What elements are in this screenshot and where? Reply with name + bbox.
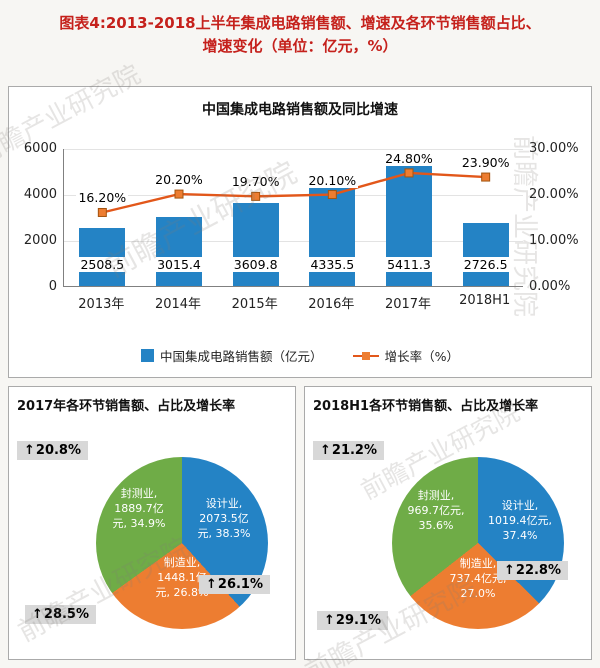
up-arrow-icon: ↑	[320, 443, 331, 458]
growth-value: 29.1%	[335, 613, 382, 628]
growth-callout-设计业: ↑22.8%	[497, 561, 569, 580]
pie-slice-label-制造业: 制造业, 737.4亿元, 27.0%	[449, 557, 507, 600]
growth-value: 21.2%	[331, 443, 378, 458]
up-arrow-icon: ↑	[24, 443, 35, 458]
bar-value-label: 3609.8	[231, 257, 280, 272]
pie-slice-label-设计业: 设计业, 2073.5亿 元, 38.3%	[197, 497, 251, 540]
growth-point-label: 20.10%	[306, 172, 359, 188]
gridline	[64, 241, 523, 242]
gridline	[64, 149, 523, 150]
bar-2015年	[232, 202, 279, 286]
left-axis-tick: 0	[48, 279, 57, 294]
x-axis-label: 2014年	[154, 297, 202, 312]
pie-slice-label-制造业: 制造业, 1448.1亿 元, 26.8%	[155, 556, 209, 599]
growth-point-label: 20.20%	[153, 172, 205, 188]
bar-chart-panel: 中国集成电路销售额及同比增速 2508.5 3015.4 3609.8 4335.5 5…	[8, 86, 592, 378]
x-axis-label: 2017年	[384, 297, 432, 312]
growth-callout-封测业: ↑21.2%	[313, 441, 385, 460]
up-arrow-icon: ↑	[324, 613, 335, 628]
growth-value: 26.1%	[217, 577, 264, 592]
pie-slice-label-封测业: 封测业, 1889.7亿 元, 34.9%	[112, 487, 166, 530]
x-axis-label: 2018H1	[459, 293, 511, 308]
bar-value-label: 3015.4	[155, 257, 203, 272]
right-axis-tick: 0.00%	[529, 279, 571, 294]
page-title-line1: 图表4:2013-2018上半年集成电路销售额、增速及各环节销售额占比、	[59, 14, 541, 32]
growth-callout-制造业: ↑28.5%	[25, 605, 97, 624]
growth-callout-封测业: ↑20.8%	[17, 441, 89, 460]
page-title-line2: 增速变化（单位：亿元，%）	[202, 37, 398, 56]
left-axis-tick: 4000	[23, 187, 57, 202]
legend-item-sales: 中国集成电路销售额（亿元）	[141, 346, 323, 365]
chart-legend: 中国集成电路销售额（亿元） 增长率（%）	[9, 346, 591, 365]
growth-point-label: 24.80%	[383, 150, 435, 166]
pie-title-2018h1: 2018H1各环节销售额、占比及增长率	[313, 399, 539, 414]
pie-panel-2018h1: 2018H1各环节销售额、占比及增长率 设计业, 1019.4亿元, 37.4% 制造…	[304, 386, 592, 660]
bar-value-label: 5411.3	[385, 257, 433, 272]
pie-chart-2017: 设计业, 2073.5亿 元, 38.3% 制造业, 1448.1亿 元, 26.8% 封测…	[96, 457, 268, 629]
up-arrow-icon: ↑	[504, 563, 515, 578]
x-axis-label: 2016年	[308, 297, 355, 312]
x-axis-label: 2013年	[78, 297, 125, 312]
pie-slice-label-设计业: 设计业, 1019.4亿元, 37.4%	[488, 499, 552, 542]
growth-value: 22.8%	[515, 563, 562, 578]
bar-chart-plot-area: 2508.5 3015.4 3609.8 4335.5 5411.3 2726.5 16.2…	[63, 149, 523, 287]
growth-point-label: 19.70%	[229, 174, 282, 190]
legend-label-growth: 增长率（%）	[384, 349, 459, 364]
pie-panel-2017: 2017年各环节销售额、占比及增长率 设计业, 2073.5亿 元, 38.3% 制造…	[8, 386, 296, 660]
growth-value: 28.5%	[43, 607, 90, 622]
bar-value-label: 2508.5	[78, 257, 127, 272]
up-arrow-icon: ↑	[32, 607, 43, 622]
growth-line	[97, 168, 491, 217]
pie-chart-2018h1: 设计业, 1019.4亿元, 37.4% 制造业, 737.4亿元, 27.0% 封测业, 9…	[392, 457, 564, 629]
legend-item-growth: 增长率（%）	[352, 346, 459, 365]
bar-chart-title: 中国集成电路销售额及同比增速	[202, 102, 398, 118]
pie-title-2017: 2017年各环节销售额、占比及增长率	[17, 399, 236, 414]
bar-2014年	[156, 216, 202, 286]
bar-value-label: 4335.5	[308, 257, 357, 272]
page-title: 图表4:2013-2018上半年集成电路销售额、增速及各环节销售额占比、 增速变…	[0, 0, 600, 59]
legend-label-sales: 中国集成电路销售额（亿元）	[160, 349, 323, 364]
bar-2018H1	[462, 223, 509, 286]
right-axis-tick: 20.00%	[529, 187, 579, 202]
growth-value: 20.8%	[35, 443, 82, 458]
left-axis-tick: 2000	[23, 233, 57, 248]
right-axis-tick: 30.00%	[529, 141, 579, 156]
growth-callout-制造业: ↑29.1%	[317, 611, 389, 630]
right-axis-tick: 10.00%	[529, 233, 579, 248]
growth-callout-设计业: ↑26.1%	[199, 575, 271, 594]
bar-value-label: 2726.5	[461, 257, 510, 272]
pie-slice-label-封测业: 封测业, 969.7亿元, 35.6%	[407, 489, 465, 532]
line-swatch-icon	[352, 351, 379, 361]
growth-point-label: 23.90%	[459, 155, 512, 171]
left-axis-tick: 6000	[23, 141, 57, 156]
growth-point-label: 16.20%	[76, 190, 129, 206]
x-axis-label: 2015年	[231, 297, 278, 312]
up-arrow-icon: ↑	[206, 577, 217, 592]
bar-swatch-icon	[141, 349, 155, 362]
